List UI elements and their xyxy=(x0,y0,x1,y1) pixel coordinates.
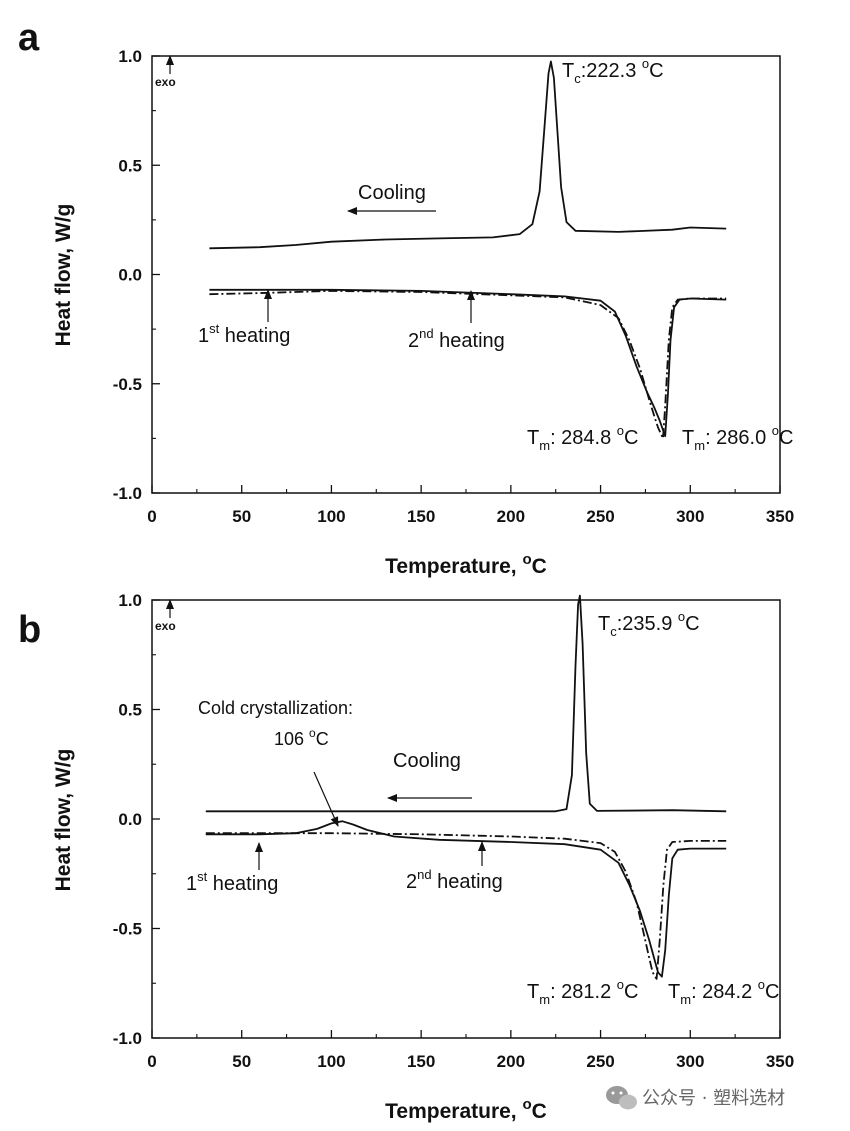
wechat-icon xyxy=(606,1086,637,1110)
x-tick-label: 0 xyxy=(147,507,156,526)
x-tick-label: 250 xyxy=(586,1052,614,1071)
x-tick-label: 150 xyxy=(407,507,435,526)
exo-label-b: exo xyxy=(155,619,176,633)
cold-cryst-arrow xyxy=(313,771,339,827)
tm2-label-b: Tm: 284.2 oC xyxy=(668,977,779,1007)
y-axis-ticks-a: 1.0 0.5 0.0 -0.5 -1.0 xyxy=(113,47,160,503)
heating2-label-a: 2nd heating xyxy=(408,326,505,352)
exo-label-a: exo xyxy=(155,75,176,89)
y-tick-label: -0.5 xyxy=(113,920,142,939)
x-tick-label: 0 xyxy=(147,1052,156,1071)
tm2-label-a: Tm: 286.0 oC xyxy=(682,423,793,453)
x-tick-label: 50 xyxy=(232,507,251,526)
y-tick-label: -1.0 xyxy=(113,484,142,503)
x-tick-label: 300 xyxy=(676,507,704,526)
x-tick-label: 350 xyxy=(766,507,794,526)
x-tick-label: 100 xyxy=(317,1052,345,1071)
series-group-a xyxy=(209,60,727,440)
y-axis-ticks-b: 1.0 0.5 0.0 -0.5 -1.0 xyxy=(113,591,160,1048)
watermark: 公众号 · 塑料选材 xyxy=(606,1086,785,1110)
x-tick-label: 250 xyxy=(586,507,614,526)
x-axis-label-a: Temperature, oC xyxy=(385,551,547,578)
y-tick-label: 1.0 xyxy=(118,47,142,66)
cooling-label-b: Cooling xyxy=(393,750,461,772)
y-tick-label: 0.5 xyxy=(118,156,142,175)
panel-label-b: b xyxy=(18,609,41,651)
x-tick-label: 100 xyxy=(317,507,345,526)
tc-label-b: Tc:235.9 oC xyxy=(598,609,700,639)
cold-cryst-label-line2: 106 oC xyxy=(274,726,329,749)
y-axis-label-b: Heat flow, W/g xyxy=(52,749,75,892)
x-tick-label: 350 xyxy=(766,1052,794,1071)
series-group-b xyxy=(205,594,727,980)
tc-label-a: Tc:222.3 oC xyxy=(562,56,664,86)
y-tick-label: 0.0 xyxy=(118,810,142,829)
cooling-label-a: Cooling xyxy=(358,182,426,204)
heating1-label-a: 1st heating xyxy=(198,321,290,347)
tm1-label-a: Tm: 284.8 oC xyxy=(527,423,638,453)
y-tick-label: 0.5 xyxy=(118,701,142,720)
y-axis-label-a: Heat flow, W/g xyxy=(52,204,75,347)
watermark-text: 公众号 · 塑料选材 xyxy=(642,1088,785,1109)
series-line-1 xyxy=(209,60,727,250)
x-tick-label: 150 xyxy=(407,1052,435,1071)
x-axis-ticks-b: 0 50 100 150 200 250 300 350 xyxy=(147,1030,794,1071)
x-axis-ticks-a: 0 50 100 150 200 250 300 350 xyxy=(147,485,794,526)
x-tick-label: 200 xyxy=(497,1052,525,1071)
y-tick-label: -0.5 xyxy=(113,375,142,394)
series-line-3 xyxy=(209,288,727,438)
x-tick-label: 200 xyxy=(497,507,525,526)
series-line-2 xyxy=(209,289,727,440)
series-line-1 xyxy=(205,594,727,813)
x-tick-label: 50 xyxy=(232,1052,251,1071)
tm1-label-b: Tm: 281.2 oC xyxy=(527,977,638,1007)
chart-panel-a: a 0 50 100 150 200 250 300 350 1.0 0.5 0.0 -0.5 -1.… xyxy=(18,17,794,578)
plot-frame-b xyxy=(151,599,781,1039)
x-tick-label: 300 xyxy=(676,1052,704,1071)
y-tick-label: 0.0 xyxy=(118,266,142,285)
x-axis-label-b: Temperature, oC xyxy=(385,1096,547,1123)
panel-label-a: a xyxy=(18,17,40,59)
heating1-label-b: 1st heating xyxy=(186,869,278,895)
y-tick-label: -1.0 xyxy=(113,1029,142,1048)
chart-panel-b: b 0 50 100 150 200 250 300 350 1.0 0.5 0.0 -0.5 -1.… xyxy=(18,591,794,1123)
series-line-2 xyxy=(205,820,727,978)
cold-cryst-label-line1: Cold crystallization: xyxy=(198,698,353,718)
y-tick-label: 1.0 xyxy=(118,591,142,610)
series-line-3 xyxy=(205,832,727,980)
heating2-label-b: 2nd heating xyxy=(406,867,503,893)
